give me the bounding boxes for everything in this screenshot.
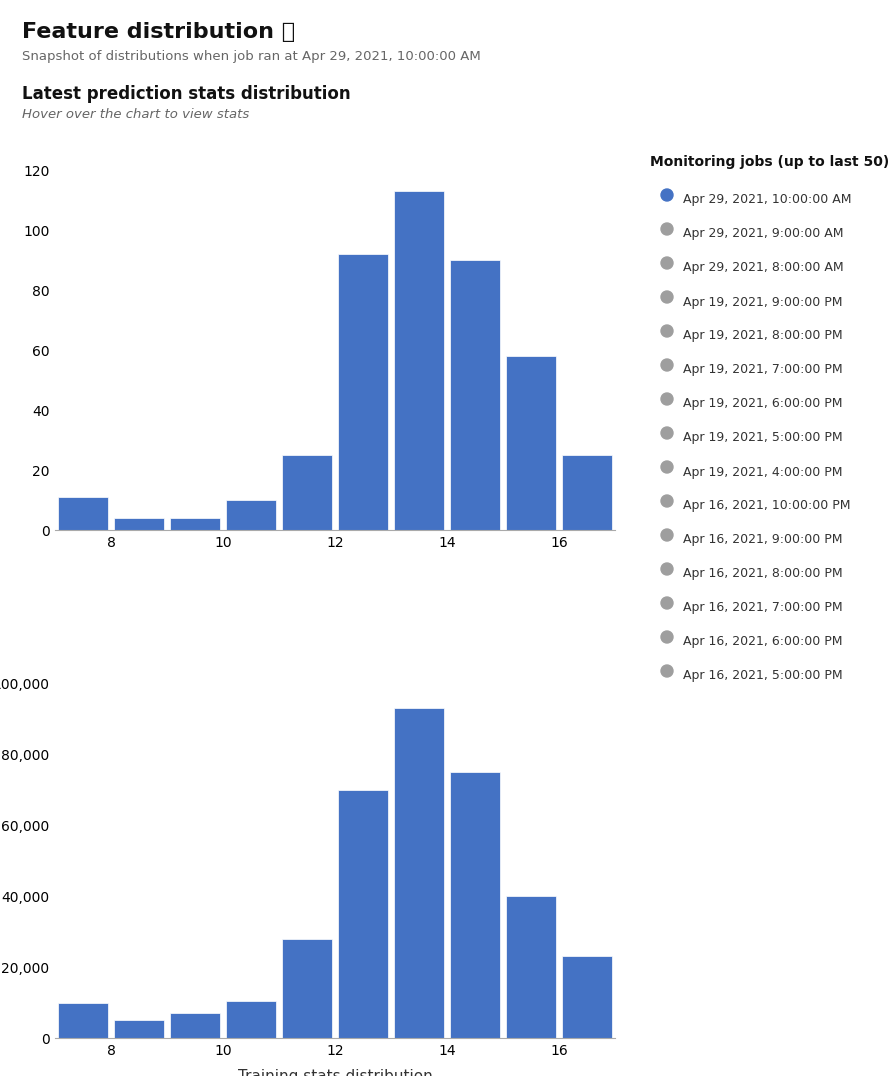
Text: Apr 16, 2021, 9:00:00 PM: Apr 16, 2021, 9:00:00 PM [683, 534, 842, 547]
Bar [394, 192, 444, 530]
Text: Hover over the chart to view stats: Hover over the chart to view stats [22, 108, 250, 121]
Bar [58, 497, 108, 530]
Circle shape [661, 291, 673, 303]
Bar [563, 455, 612, 530]
Bar [506, 896, 556, 1038]
Circle shape [661, 257, 673, 269]
Circle shape [661, 495, 673, 507]
Bar [58, 1003, 108, 1038]
Text: Apr 16, 2021, 7:00:00 PM: Apr 16, 2021, 7:00:00 PM [683, 601, 842, 614]
Text: Monitoring jobs (up to last 50): Monitoring jobs (up to last 50) [650, 155, 889, 169]
Circle shape [661, 597, 673, 609]
Text: Latest prediction stats distribution: Latest prediction stats distribution [22, 85, 351, 103]
Text: Feature distribution ❓: Feature distribution ❓ [22, 22, 296, 42]
X-axis label: Training stats distribution: Training stats distribution [237, 1068, 433, 1076]
Text: Apr 29, 2021, 10:00:00 AM: Apr 29, 2021, 10:00:00 AM [683, 194, 851, 207]
Circle shape [661, 189, 673, 201]
Bar [227, 500, 276, 530]
Bar [451, 773, 500, 1038]
Bar [451, 260, 500, 530]
Circle shape [661, 223, 673, 235]
Bar [227, 1001, 276, 1038]
Text: Apr 19, 2021, 9:00:00 PM: Apr 19, 2021, 9:00:00 PM [683, 296, 842, 309]
Bar [339, 790, 388, 1038]
Text: Apr 29, 2021, 8:00:00 AM: Apr 29, 2021, 8:00:00 AM [683, 261, 844, 274]
Bar [115, 518, 164, 530]
Text: Apr 16, 2021, 5:00:00 PM: Apr 16, 2021, 5:00:00 PM [683, 669, 842, 682]
Text: Apr 19, 2021, 5:00:00 PM: Apr 19, 2021, 5:00:00 PM [683, 431, 842, 444]
Circle shape [661, 665, 673, 677]
Circle shape [661, 563, 673, 575]
Bar [339, 254, 388, 530]
Circle shape [661, 631, 673, 643]
Text: Apr 19, 2021, 8:00:00 PM: Apr 19, 2021, 8:00:00 PM [683, 329, 842, 342]
Bar [394, 708, 444, 1038]
Circle shape [661, 325, 673, 337]
Bar [563, 957, 612, 1038]
Bar [282, 938, 332, 1038]
Bar [170, 518, 220, 530]
Text: Apr 19, 2021, 6:00:00 PM: Apr 19, 2021, 6:00:00 PM [683, 397, 842, 411]
Text: Apr 16, 2021, 10:00:00 PM: Apr 16, 2021, 10:00:00 PM [683, 499, 850, 512]
Bar [282, 455, 332, 530]
Text: Apr 19, 2021, 7:00:00 PM: Apr 19, 2021, 7:00:00 PM [683, 364, 842, 377]
Text: Snapshot of distributions when job ran at Apr 29, 2021, 10:00:00 AM: Snapshot of distributions when job ran a… [22, 49, 481, 63]
Circle shape [661, 359, 673, 371]
Circle shape [661, 529, 673, 541]
Text: Apr 19, 2021, 4:00:00 PM: Apr 19, 2021, 4:00:00 PM [683, 466, 842, 479]
Text: Apr 16, 2021, 8:00:00 PM: Apr 16, 2021, 8:00:00 PM [683, 567, 842, 580]
Text: Apr 29, 2021, 9:00:00 AM: Apr 29, 2021, 9:00:00 AM [683, 227, 843, 241]
Bar [170, 1014, 220, 1038]
Circle shape [661, 461, 673, 473]
Bar [115, 1020, 164, 1038]
Text: Apr 16, 2021, 6:00:00 PM: Apr 16, 2021, 6:00:00 PM [683, 636, 842, 649]
Circle shape [661, 427, 673, 439]
Circle shape [661, 393, 673, 405]
Bar [506, 356, 556, 530]
